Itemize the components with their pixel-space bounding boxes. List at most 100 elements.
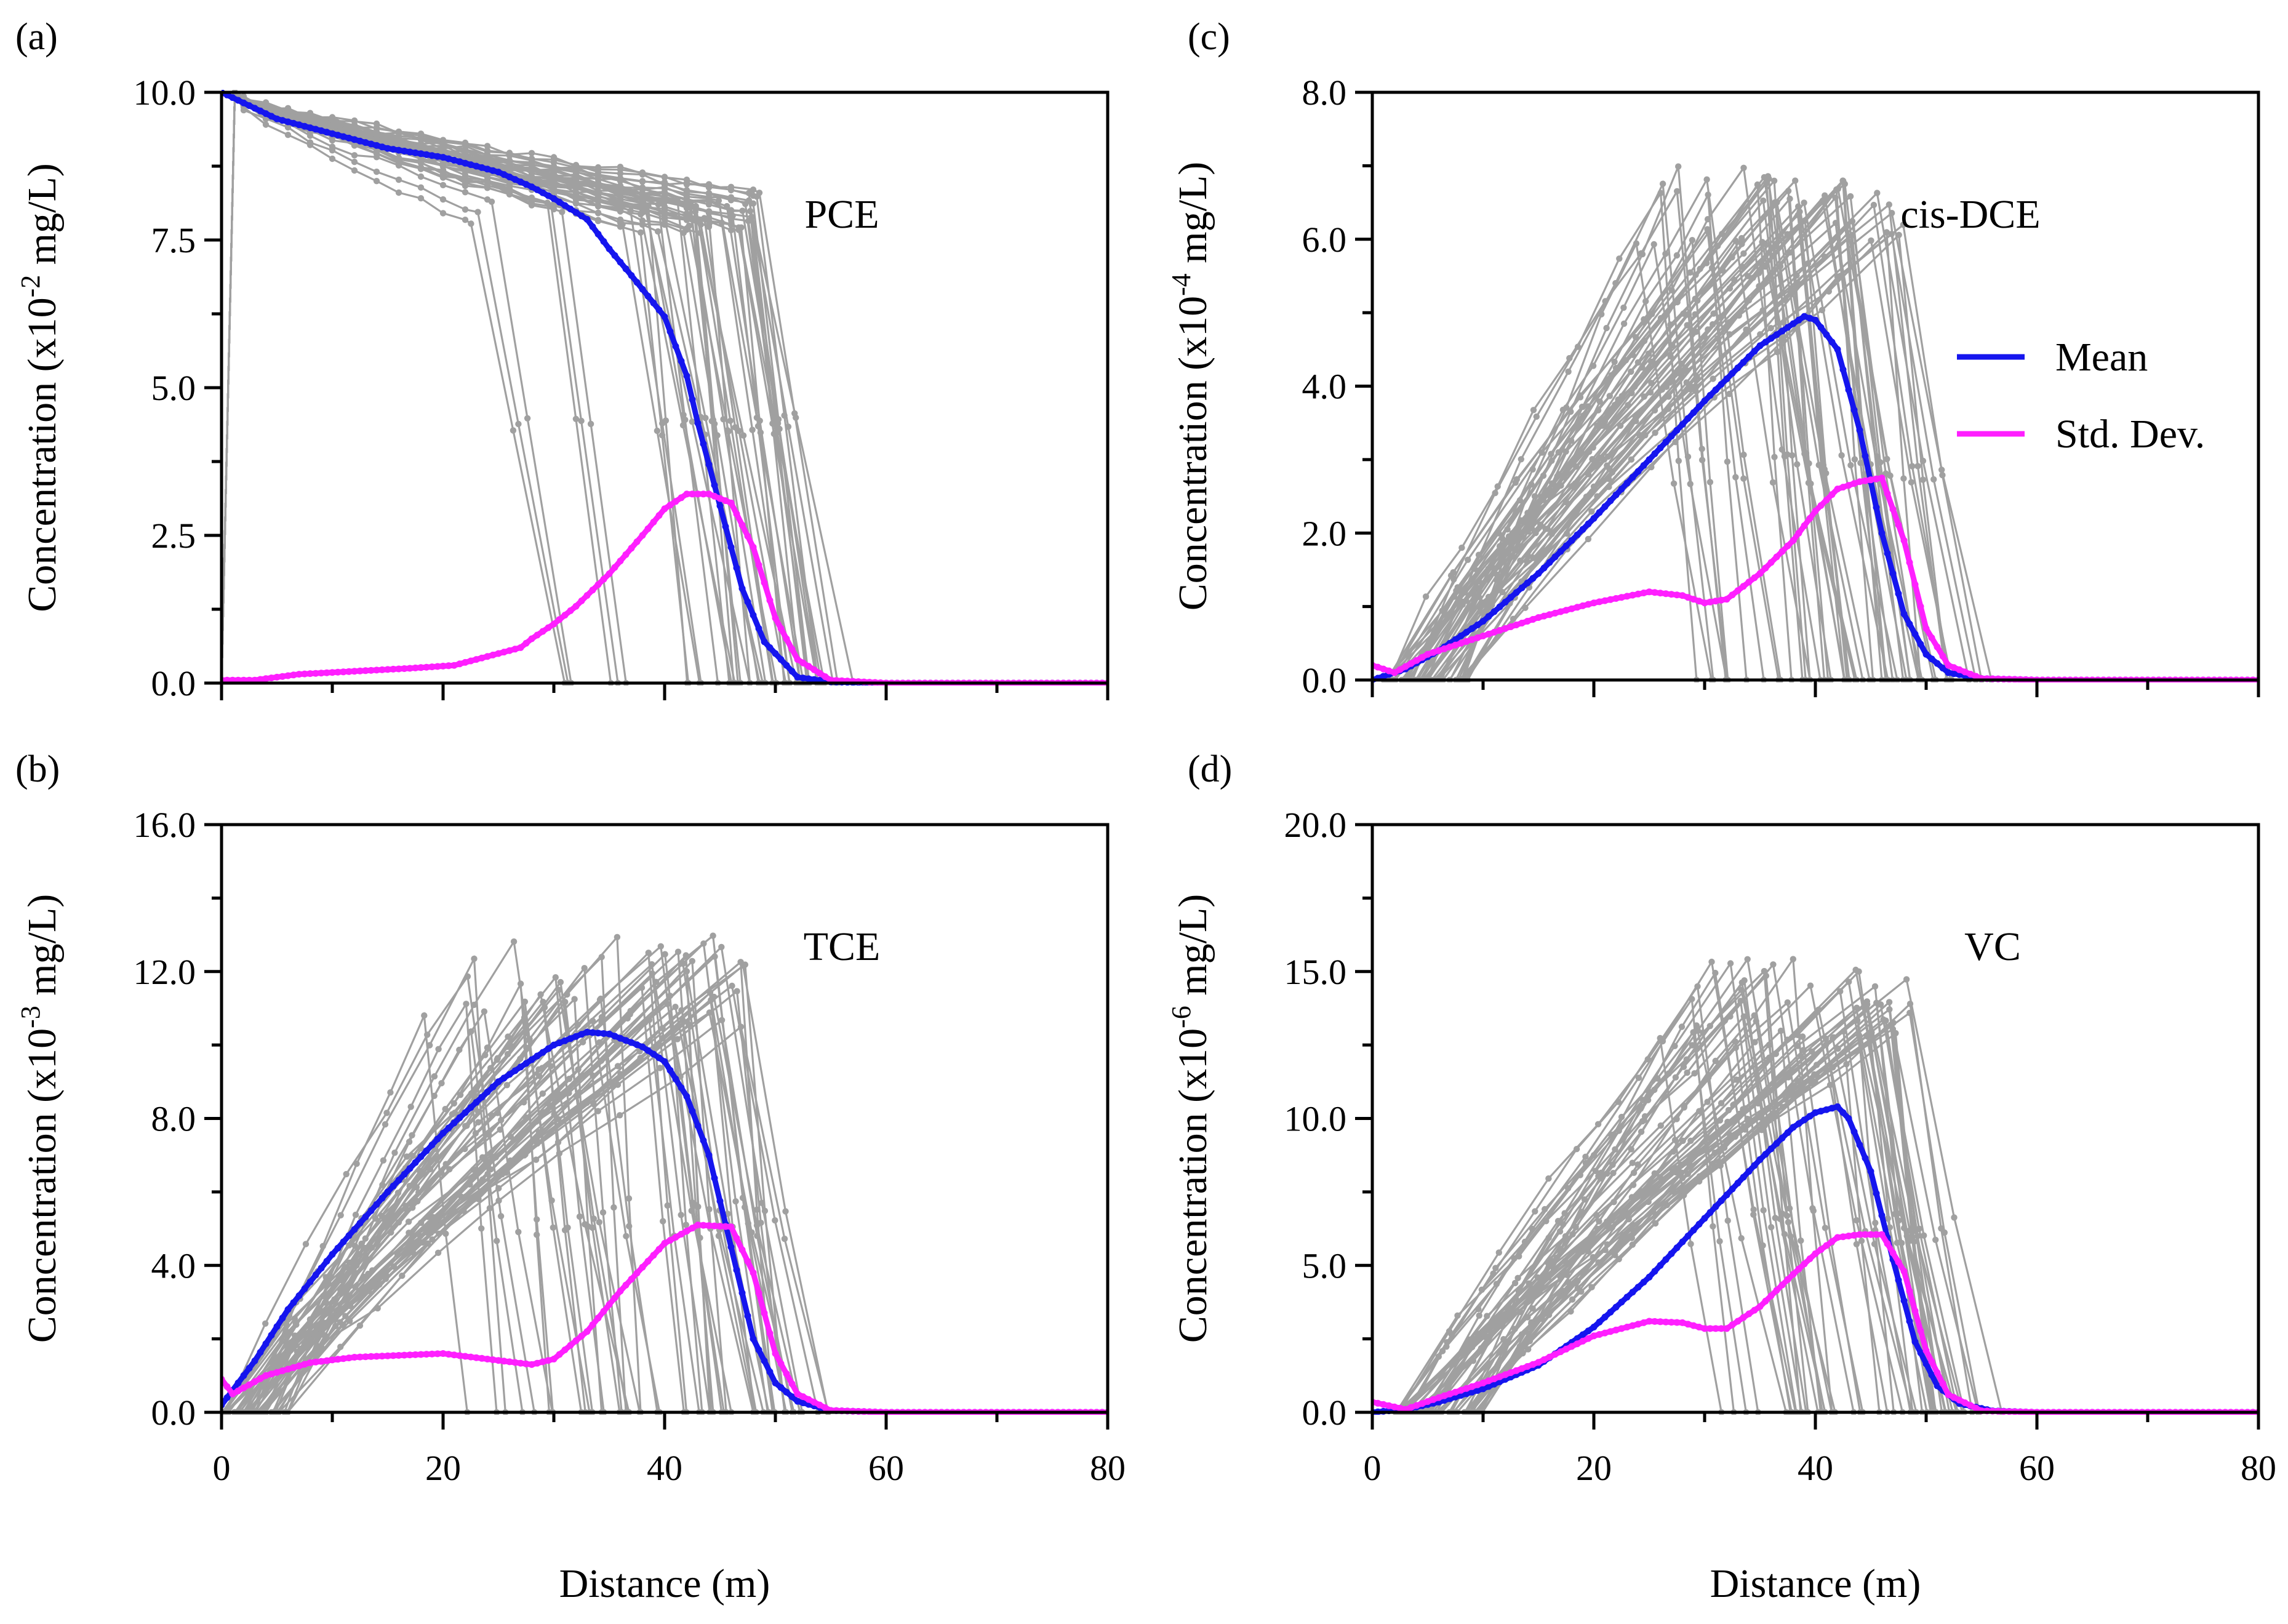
std-point	[306, 1359, 314, 1366]
mean-point	[534, 1052, 541, 1060]
realization-point	[421, 1012, 428, 1019]
std-point	[805, 1396, 812, 1403]
realization-point	[550, 174, 558, 181]
std-point	[1396, 666, 1404, 673]
std-point	[500, 649, 508, 656]
std-point	[1551, 1351, 1559, 1358]
std-point	[1939, 652, 1946, 660]
std-point	[572, 602, 580, 610]
realization-point	[1770, 177, 1778, 184]
mean-point	[428, 1142, 436, 1148]
std-point	[788, 1380, 796, 1388]
mean-point	[467, 1104, 474, 1111]
mean-point	[1934, 660, 1941, 667]
mean-point	[1474, 1387, 1481, 1394]
realization-point	[1770, 961, 1777, 968]
mean-point	[506, 1071, 513, 1078]
mean-point	[594, 230, 602, 238]
mean-point	[799, 1399, 807, 1407]
realization-point	[1708, 958, 1715, 966]
realization-point	[329, 125, 336, 132]
std-point	[822, 673, 829, 681]
realization-point	[1684, 367, 1690, 374]
realization-point	[1906, 1001, 1914, 1007]
realization-point	[1518, 456, 1524, 463]
realization-point	[528, 170, 535, 177]
mean-point	[284, 1306, 292, 1313]
mean-point	[1579, 526, 1586, 533]
std-point	[395, 665, 402, 673]
std-point	[1490, 1375, 1498, 1383]
realization-point	[497, 1126, 503, 1133]
mean-point	[628, 272, 635, 279]
std-point	[611, 564, 618, 571]
mean-point	[633, 1041, 641, 1049]
std-point	[711, 1222, 718, 1230]
realization-point	[1886, 1224, 1894, 1231]
std-point	[522, 1360, 530, 1367]
mean-point	[390, 146, 397, 153]
realization-point	[1532, 1208, 1538, 1215]
y-tick-label: 6.0	[1302, 220, 1347, 260]
mean-point	[378, 1194, 386, 1202]
mean-point	[1828, 338, 1836, 346]
std-point	[1374, 1399, 1382, 1407]
std-point	[1817, 1246, 1825, 1254]
realization-point	[1724, 1217, 1731, 1224]
realization-line	[1372, 191, 2258, 681]
realization-point	[1489, 601, 1495, 609]
realization-point	[528, 155, 535, 162]
realization-point	[548, 1197, 555, 1204]
realization-point	[1602, 298, 1609, 305]
realization-point	[1659, 180, 1666, 187]
realization-point	[661, 209, 668, 216]
realization-point	[535, 1066, 542, 1073]
mean-point	[1662, 438, 1670, 446]
mean-point	[727, 1243, 735, 1250]
std-point	[434, 1350, 441, 1358]
std-point	[445, 662, 452, 670]
realization-point	[475, 1119, 482, 1126]
realization-point	[1689, 237, 1696, 244]
y-axis-title-prefix: Concentration (x10	[20, 1028, 65, 1343]
std-point	[345, 1354, 353, 1362]
y-axis-title-suffix: mg/L)	[1170, 162, 1215, 273]
std-point	[1889, 506, 1897, 513]
mean-point	[1723, 1191, 1730, 1199]
realization-point	[1478, 1286, 1486, 1293]
std-point	[362, 1353, 369, 1361]
mean-point	[534, 186, 541, 193]
realization-point	[1641, 393, 1647, 400]
realization-point	[395, 156, 402, 163]
realization-point	[589, 1224, 596, 1231]
std-point	[234, 1387, 242, 1394]
std-point	[622, 551, 630, 558]
mean-point	[678, 358, 685, 365]
realization-point	[715, 1233, 722, 1239]
mean-point	[517, 1063, 524, 1071]
realization-point	[1569, 1231, 1576, 1238]
panel-b: 0 20 40 60 80 0.0 4.0 8.0 12.0 16.0 Concentration …	[15, 748, 1126, 1606]
std-point	[423, 1351, 430, 1358]
realization-point	[1528, 1319, 1535, 1326]
mean-point	[666, 328, 674, 335]
std-point	[611, 1294, 618, 1302]
std-point	[1834, 1234, 1841, 1241]
plot-area	[1372, 163, 2258, 682]
realization-point	[742, 961, 749, 968]
std-point	[1618, 1325, 1625, 1332]
realization-point	[1820, 467, 1827, 474]
mean-point	[412, 149, 419, 156]
std-point	[539, 1358, 546, 1366]
std-point	[534, 1359, 541, 1367]
std-point	[617, 1287, 624, 1295]
std-point	[755, 1289, 762, 1297]
std-point	[528, 1361, 535, 1368]
mean-point	[434, 1135, 441, 1143]
realization-point	[1596, 1218, 1602, 1225]
realization-point	[1581, 1196, 1588, 1203]
realization-point	[1504, 1305, 1511, 1312]
std-point	[1596, 1331, 1603, 1338]
mean-point	[1490, 608, 1498, 615]
realization-point	[781, 412, 788, 419]
